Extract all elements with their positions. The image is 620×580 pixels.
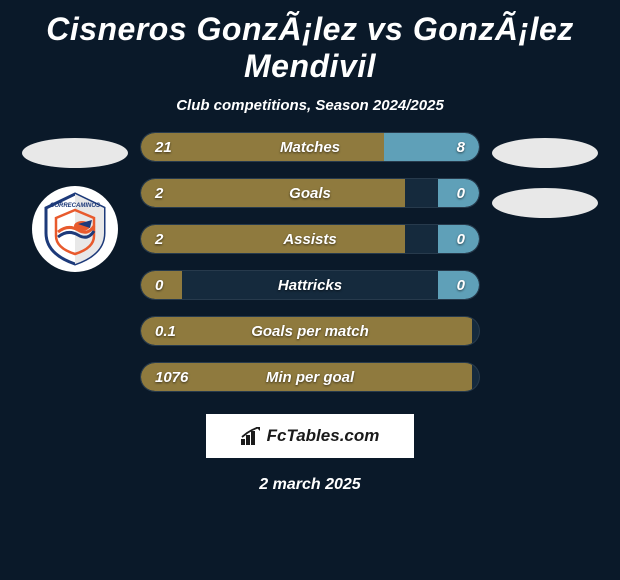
date-text: 2 march 2025 xyxy=(0,476,620,494)
page-subtitle: Club competitions, Season 2024/2025 xyxy=(0,97,620,114)
stat-right-value: 0 xyxy=(457,231,465,248)
stat-right-value: 0 xyxy=(457,277,465,294)
stat-label: Goals per match xyxy=(251,323,369,340)
stat-left-value: 21 xyxy=(155,139,172,156)
right-player-column xyxy=(485,132,605,238)
fctables-logo-icon xyxy=(241,427,263,445)
club-logo-left: CORRECAMINOS xyxy=(34,188,116,270)
player-avatar-left xyxy=(22,138,128,168)
stat-right-value: 0 xyxy=(457,185,465,202)
stat-left-value: 1076 xyxy=(155,369,188,386)
stats-bars-column: 21 Matches 8 2 Goals 0 2 Assists 0 0 Hattricks 0 0.1… xyxy=(135,132,485,408)
club-logo-right xyxy=(492,188,598,218)
player-avatar-right xyxy=(492,138,598,168)
svg-text:CORRECAMINOS: CORRECAMINOS xyxy=(50,203,100,209)
stat-bar-left xyxy=(141,179,405,207)
source-badge: FcTables.com xyxy=(206,414,414,458)
stat-left-value: 0 xyxy=(155,277,163,294)
stat-row: 1076 Min per goal xyxy=(140,362,480,392)
stat-bar-left xyxy=(141,133,384,161)
stat-row: 2 Assists 0 xyxy=(140,224,480,254)
stat-row: 0.1 Goals per match xyxy=(140,316,480,346)
stat-label: Min per goal xyxy=(266,369,354,386)
stat-row: 21 Matches 8 xyxy=(140,132,480,162)
stat-label: Goals xyxy=(289,185,331,202)
stat-row: 2 Goals 0 xyxy=(140,178,480,208)
page-title: Cisneros GonzÃ¡lez vs GonzÃ¡lez Mendivil xyxy=(0,5,620,89)
stat-left-value: 0.1 xyxy=(155,323,176,340)
stat-row: 0 Hattricks 0 xyxy=(140,270,480,300)
source-badge-inner: FcTables.com xyxy=(241,426,380,446)
correcaminos-logo-icon: CORRECAMINOS xyxy=(34,188,116,270)
source-badge-text: FcTables.com xyxy=(267,426,380,446)
stat-label: Hattricks xyxy=(278,277,342,294)
stat-label: Matches xyxy=(280,139,340,156)
stat-bar-left xyxy=(141,225,405,253)
stat-right-value: 8 xyxy=(457,139,465,156)
infographic-root: Cisneros GonzÃ¡lez vs GonzÃ¡lez Mendivil… xyxy=(0,0,620,494)
left-player-column: CORRECAMINOS xyxy=(15,132,135,270)
stat-left-value: 2 xyxy=(155,185,163,202)
stat-left-value: 2 xyxy=(155,231,163,248)
comparison-row: CORRECAMINOS 21Matches82Goals02Assists00… xyxy=(0,132,620,408)
stat-label: Assists xyxy=(283,231,336,248)
